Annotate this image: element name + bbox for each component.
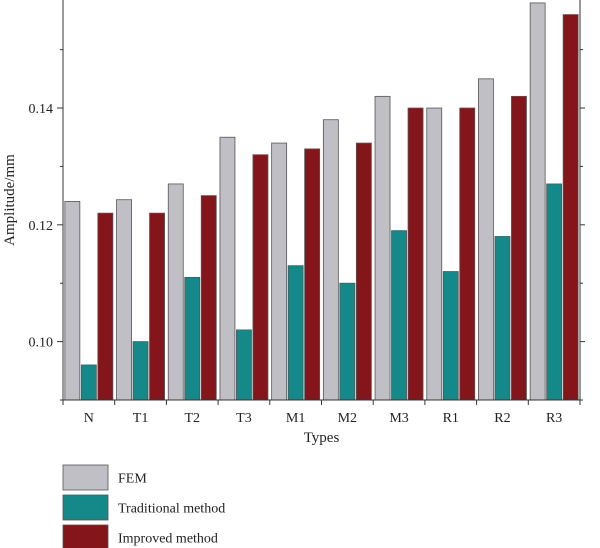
bar-traditional-method-r3 — [546, 183, 563, 401]
bar-improved-method-m2 — [355, 142, 372, 401]
legend-label-traditional-method: Traditional method — [118, 502, 225, 517]
bar-fem-t1 — [116, 199, 132, 401]
bar-improved-method-m3 — [407, 107, 424, 401]
bar-improved-method-t2 — [200, 195, 217, 401]
bar-improved-method-r3 — [562, 14, 579, 401]
x-tick-label-m3: M3 — [389, 411, 408, 426]
legend-swatch-improved-method — [62, 524, 109, 548]
bar-improved-method-t3 — [252, 154, 269, 401]
bar-fem-r2 — [478, 78, 494, 401]
bar-traditional-method-t3 — [236, 329, 252, 401]
bar-improved-method-r1 — [459, 107, 476, 401]
y-tick-label: 0.12 — [29, 219, 54, 234]
x-tick-label-m1: M1 — [286, 411, 305, 426]
bar-traditional-method-r2 — [494, 236, 511, 401]
bar-fem-m1 — [271, 142, 288, 401]
bar-fem-t2 — [167, 183, 184, 401]
x-tick-label-r1: R1 — [443, 411, 459, 426]
x-tick-label-t3: T3 — [236, 411, 252, 426]
x-tick-label-r2: R2 — [494, 411, 510, 426]
bar-fem-m2 — [322, 119, 339, 401]
bar-traditional-method-r1 — [442, 271, 459, 401]
axes-group: 0.10 0.12 0.14 N T1 T2 T3 M1 M2 M3 R1 R2 R3 Types Ampl… — [2, 0, 585, 446]
x-tick-label-r3: R3 — [546, 411, 562, 426]
bar-traditional-method-m2 — [339, 282, 356, 401]
legend-swatch-traditional-method — [62, 494, 109, 521]
y-tick-label: 0.14 — [29, 102, 54, 117]
bar-fem-r1 — [426, 107, 443, 401]
y-axis-title: Amplitude/mm — [2, 154, 18, 246]
x-tick-label-t1: T1 — [133, 411, 149, 426]
bar-traditional-method-n — [80, 364, 97, 401]
legend-label-improved-method: Improved method — [118, 532, 218, 547]
bar-improved-method-n — [97, 212, 114, 401]
bar-fem-m3 — [374, 95, 391, 401]
bar-traditional-method-t1 — [132, 341, 149, 401]
bar-traditional-method-t2 — [184, 276, 201, 401]
x-tick-label-t2: T2 — [184, 411, 200, 426]
bar-improved-method-m1 — [304, 148, 321, 401]
bar-fem-r3 — [529, 2, 546, 401]
bars-group — [64, 2, 579, 401]
x-tick-label-m2: M2 — [338, 411, 357, 426]
y-tick-label: 0.10 — [29, 336, 54, 351]
bar-fem-n — [64, 201, 81, 401]
legend: FEM Traditional method Improved method — [62, 464, 225, 548]
bar-improved-method-t1 — [149, 212, 165, 401]
bar-traditional-method-m3 — [391, 230, 407, 401]
legend-swatch-fem — [62, 464, 109, 491]
bar-traditional-method-m1 — [287, 265, 304, 401]
x-axis-title: Types — [304, 430, 340, 446]
bar-improved-method-r2 — [511, 95, 527, 401]
legend-label-fem: FEM — [118, 472, 147, 487]
bar-fem-t3 — [219, 136, 236, 401]
x-tick-label-n: N — [84, 411, 94, 426]
